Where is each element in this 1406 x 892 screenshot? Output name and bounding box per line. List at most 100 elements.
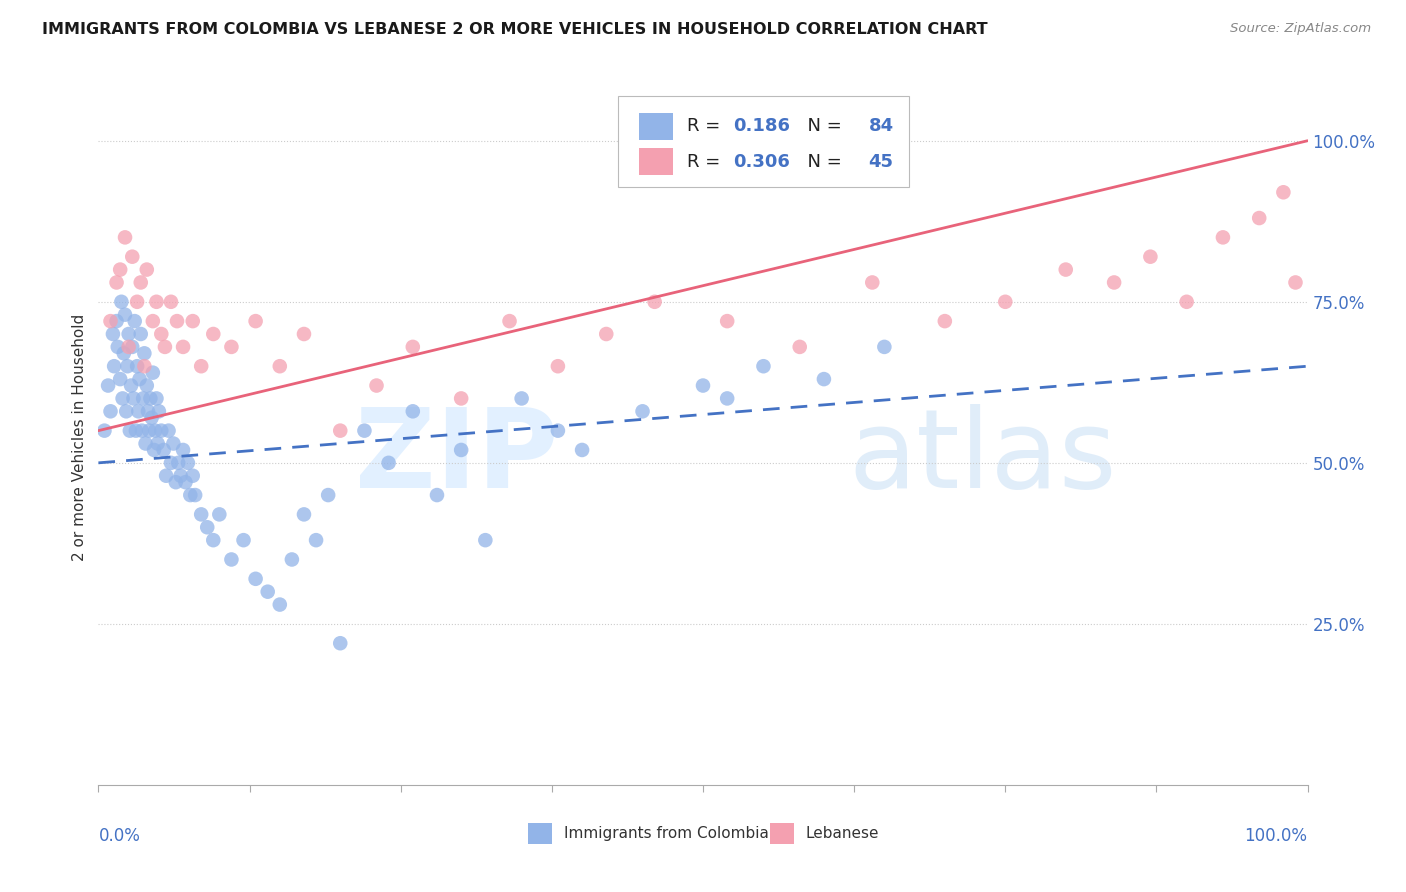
Point [873, 340, 896, 354]
Point [120, 378, 142, 392]
Point [571, 442, 593, 457]
Point [595, 326, 617, 341]
Point [813, 372, 835, 386]
Text: N =: N = [796, 118, 848, 136]
Point [305, 533, 328, 548]
Point [132, 392, 155, 406]
Point [181, 468, 204, 483]
Point [114, 308, 136, 322]
Point [146, 436, 169, 450]
Point [136, 404, 159, 418]
Point [426, 488, 449, 502]
Point [124, 314, 146, 328]
Point [162, 436, 184, 450]
Point [1139, 250, 1161, 264]
Point [292, 326, 315, 341]
Point [118, 424, 141, 438]
Point [190, 359, 212, 374]
Point [127, 404, 149, 418]
Text: ZIP: ZIP [354, 404, 558, 511]
Point [169, 468, 191, 483]
Point [138, 424, 160, 438]
Point [994, 294, 1017, 309]
Point [190, 508, 212, 522]
Point [498, 314, 520, 328]
Point [108, 262, 131, 277]
Point [128, 372, 150, 386]
Point [202, 326, 225, 341]
Point [117, 359, 139, 374]
Point [155, 468, 177, 483]
Point [232, 533, 254, 548]
Point [450, 392, 472, 406]
Point [100, 404, 122, 418]
Point [329, 636, 352, 650]
Y-axis label: 2 or more Vehicles in Household: 2 or more Vehicles in Household [72, 313, 87, 561]
Bar [527, 823, 553, 844]
Point [101, 326, 124, 341]
Point [329, 424, 352, 438]
Point [160, 456, 183, 470]
Point [202, 533, 225, 548]
Point [143, 442, 166, 457]
Text: R =: R = [688, 118, 727, 136]
Point [692, 378, 714, 392]
Point [172, 340, 194, 354]
Point [150, 424, 173, 438]
Point [177, 456, 200, 470]
Point [118, 340, 141, 354]
Point [160, 294, 183, 309]
Point [112, 346, 135, 360]
Point [860, 276, 883, 290]
Point [1054, 262, 1077, 277]
Point [100, 314, 122, 328]
Point [316, 488, 339, 502]
Point [105, 314, 128, 328]
Bar [769, 823, 794, 844]
Text: atlas: atlas [848, 404, 1116, 511]
Text: Lebanese: Lebanese [806, 826, 879, 841]
Point [366, 378, 388, 392]
Point [167, 456, 190, 470]
Point [110, 294, 132, 309]
Point [131, 424, 153, 438]
Point [157, 424, 180, 438]
Point [93, 424, 115, 438]
Point [402, 340, 425, 354]
Point [135, 262, 157, 277]
Point [1249, 211, 1271, 225]
Point [143, 424, 166, 438]
Point [127, 359, 149, 374]
Point [141, 410, 163, 425]
Point [166, 314, 188, 328]
Text: Source: ZipAtlas.com: Source: ZipAtlas.com [1230, 22, 1371, 36]
Point [1102, 276, 1125, 290]
Point [145, 392, 167, 406]
Point [474, 533, 496, 548]
Point [631, 404, 654, 418]
Point [127, 294, 149, 309]
Point [245, 572, 267, 586]
Text: R =: R = [688, 153, 727, 170]
Point [353, 424, 375, 438]
Point [269, 359, 291, 374]
Point [97, 378, 120, 392]
Point [245, 314, 267, 328]
Point [644, 294, 666, 309]
Point [150, 326, 173, 341]
Point [152, 442, 174, 457]
Point [125, 424, 148, 438]
Text: N =: N = [796, 153, 848, 170]
Point [402, 404, 425, 418]
Text: IMMIGRANTS FROM COLOMBIA VS LEBANESE 2 OR MORE VEHICLES IN HOUSEHOLD CORRELATION: IMMIGRANTS FROM COLOMBIA VS LEBANESE 2 O… [42, 22, 988, 37]
Point [129, 326, 152, 341]
Point [184, 488, 207, 502]
Bar [638, 113, 673, 140]
Text: Immigrants from Colombia: Immigrants from Colombia [564, 826, 769, 841]
Point [108, 372, 131, 386]
Point [145, 294, 167, 309]
Point [111, 392, 134, 406]
Point [134, 346, 156, 360]
Bar [638, 148, 673, 175]
Point [1175, 294, 1198, 309]
